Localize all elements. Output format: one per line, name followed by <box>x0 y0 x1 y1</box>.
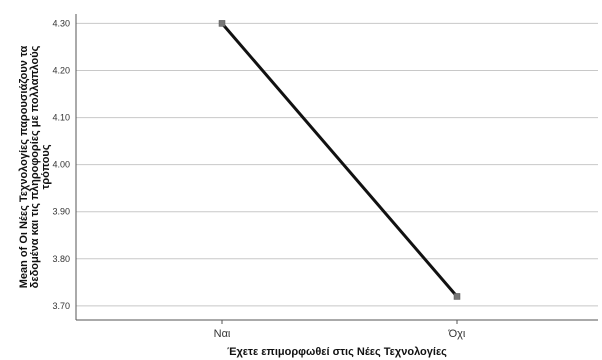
y-tick-label: 3.80 <box>52 254 70 264</box>
y-tick-labels: 3.70 3.80 3.90 4.00 4.10 4.20 4.30 <box>52 18 70 310</box>
y-tick-label: 4.00 <box>52 160 70 170</box>
y-axis-title-line: Mean of Οι Νέες Τεχνολογίες παρουσιάζουν… <box>18 45 30 288</box>
gridlines <box>76 22 598 307</box>
data-point <box>453 293 461 300</box>
y-axis-title-line: τρόπους <box>40 144 52 189</box>
y-tick-label: 4.30 <box>52 18 70 28</box>
y-axis-title: Mean of Οι Νέες Τεχνολογίες παρουσιάζουν… <box>18 45 52 288</box>
x-category-label: Όχι <box>448 328 466 340</box>
x-category-label: Ναι <box>214 328 231 340</box>
data-point <box>218 20 226 27</box>
y-tick-label: 3.90 <box>52 207 70 217</box>
y-tick-label: 4.20 <box>52 65 70 75</box>
x-category-labels: Ναι Όχι <box>214 320 466 340</box>
series-line <box>220 22 459 298</box>
y-tick-label: 3.70 <box>52 301 70 311</box>
y-axis-title-line: δεδομένα και τις πληροφορίες με πολλαπλο… <box>29 45 41 288</box>
series-group <box>218 20 461 300</box>
x-axis-title: Έχετε επιμορφωθεί στις Νέες Τεχνολογίες <box>227 346 447 358</box>
y-tick-label: 4.10 <box>52 113 70 123</box>
